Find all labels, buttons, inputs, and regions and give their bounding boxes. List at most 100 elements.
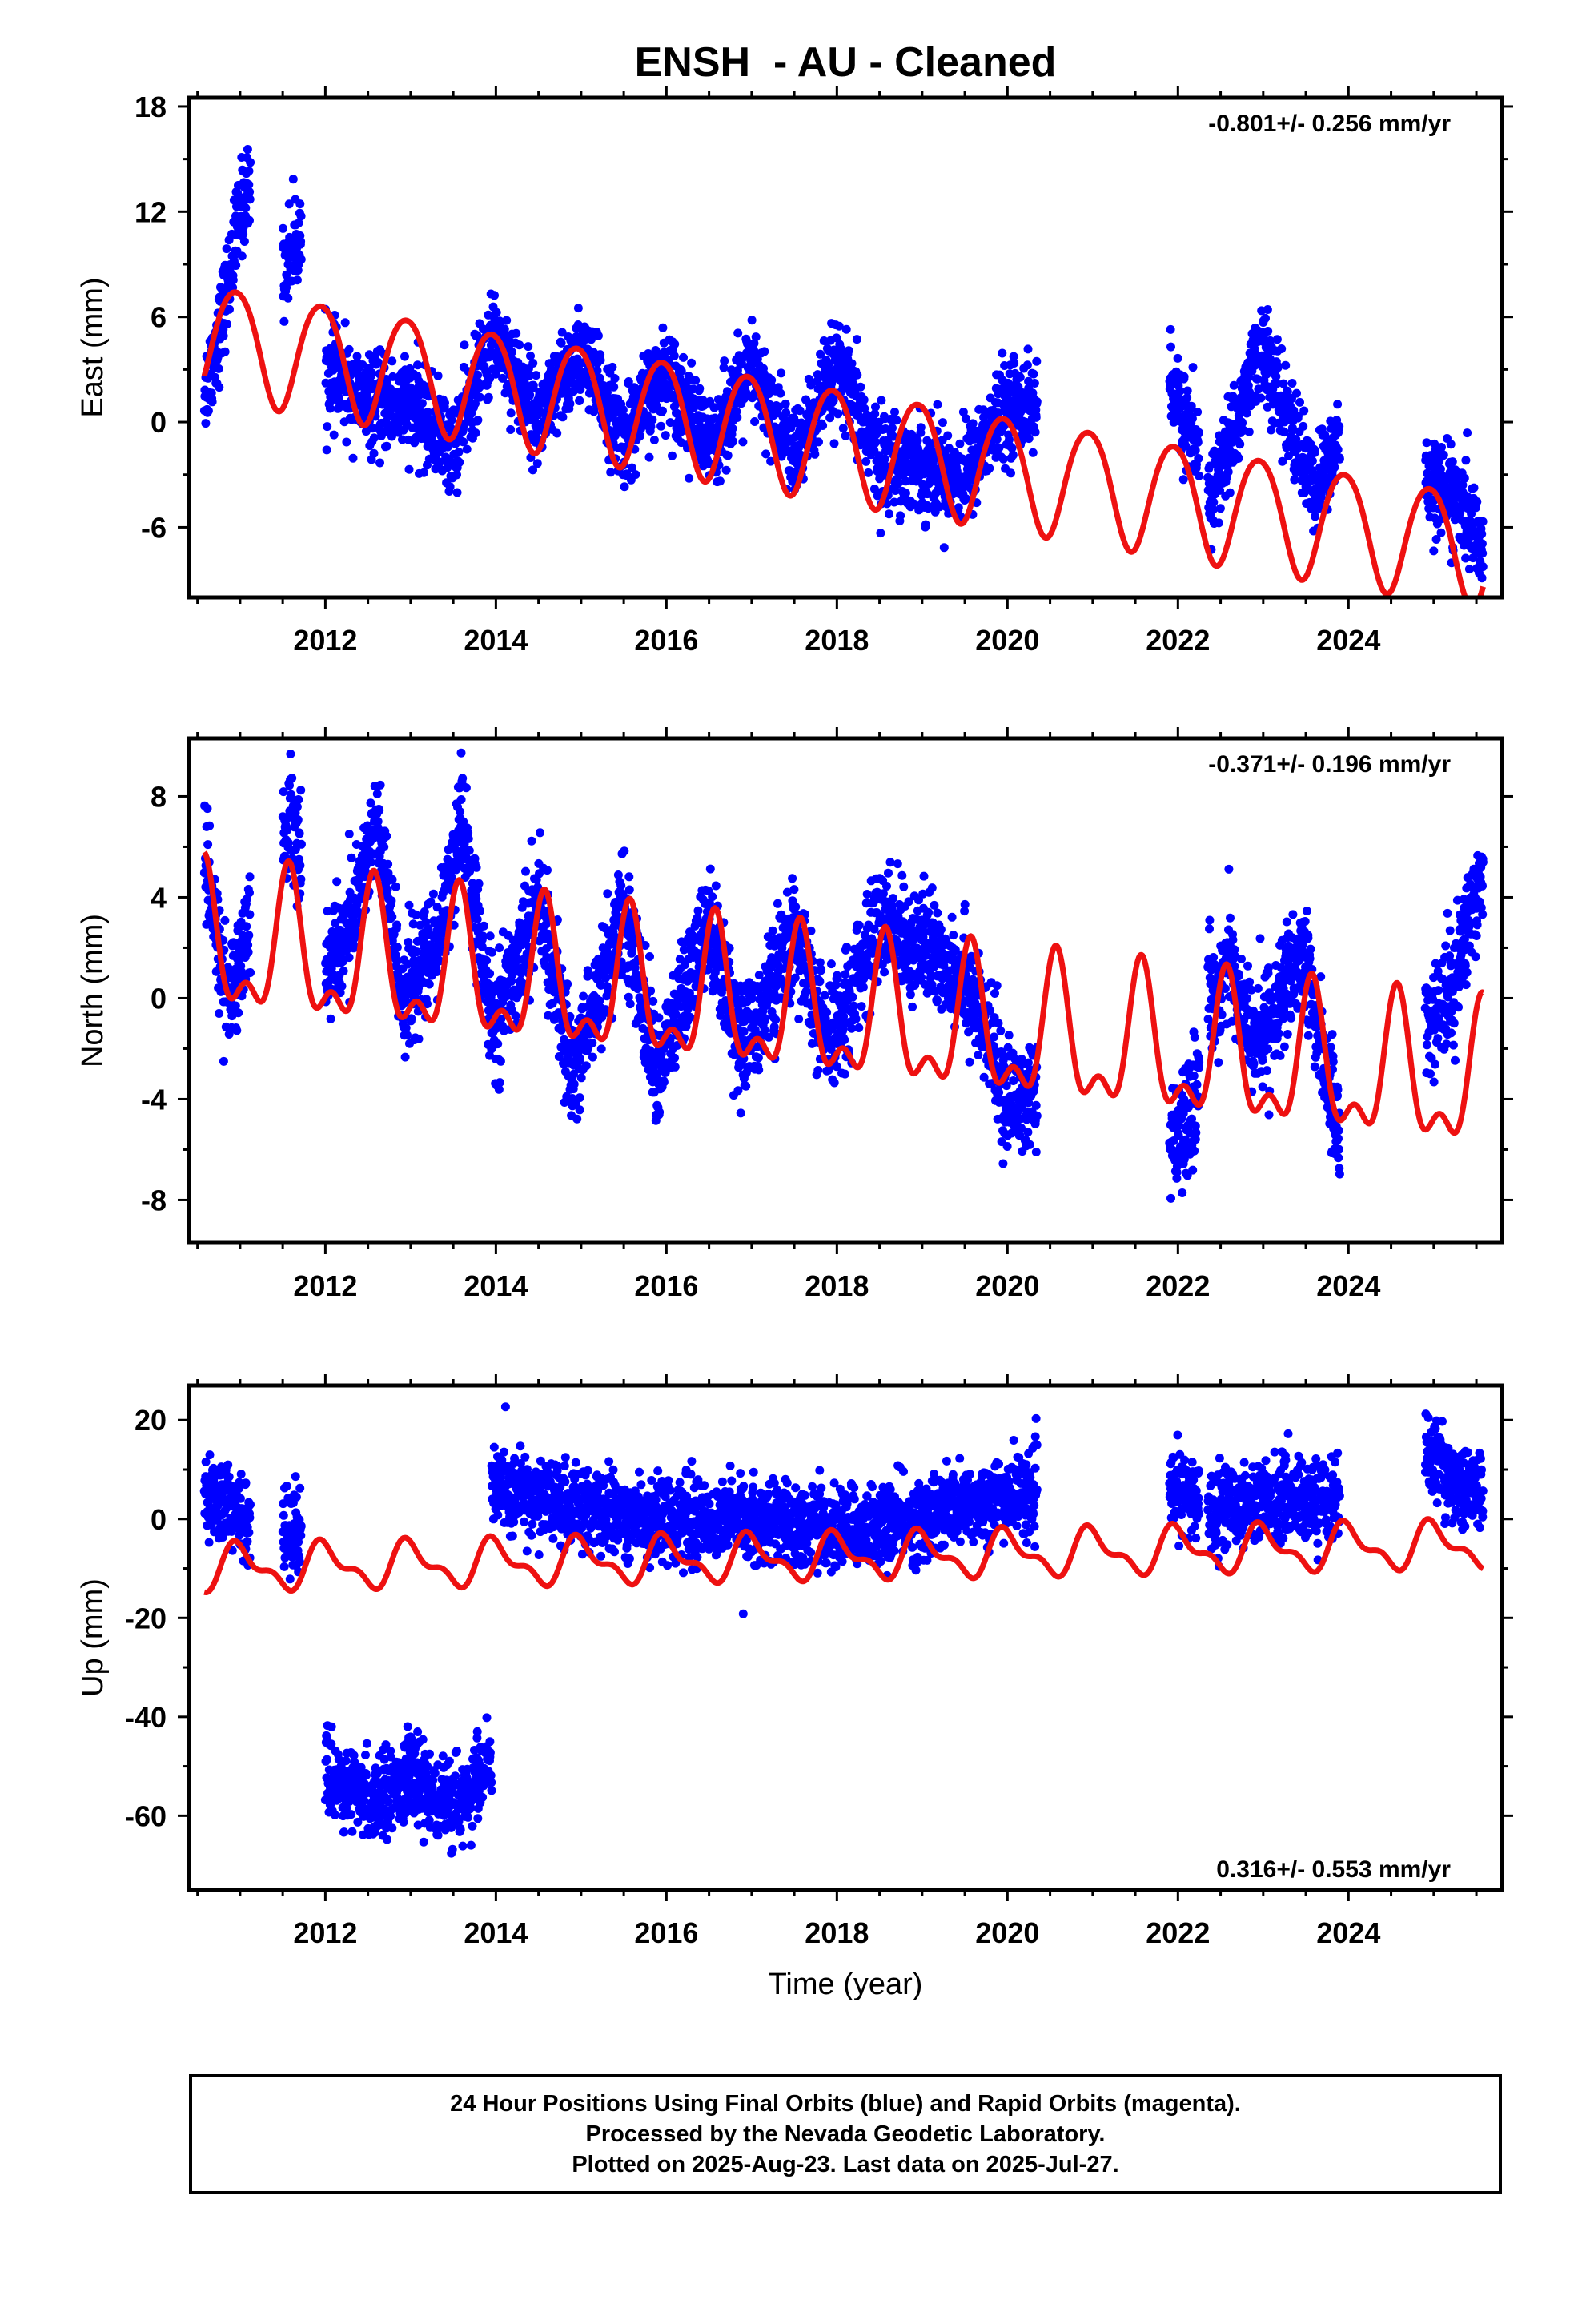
data-point: [786, 423, 796, 432]
data-point: [288, 175, 298, 184]
data-point: [985, 464, 994, 473]
data-point: [652, 1072, 661, 1082]
x-tick-label: 2018: [805, 624, 869, 657]
data-point: [344, 344, 354, 354]
data-point: [239, 229, 248, 239]
data-point: [391, 882, 400, 891]
data-point: [844, 346, 853, 356]
data-point: [482, 955, 492, 965]
data-point: [1030, 428, 1040, 437]
data-point: [1284, 451, 1293, 460]
data-point: [646, 422, 656, 432]
data-point: [293, 815, 303, 825]
data-point: [649, 436, 659, 444]
data-point: [557, 328, 567, 337]
data-point: [515, 340, 524, 350]
data-point: [1447, 457, 1457, 467]
data-point: [296, 255, 306, 264]
data-point: [246, 158, 255, 167]
data-point: [1214, 518, 1223, 528]
data-point: [494, 1084, 504, 1094]
data-point: [847, 359, 857, 368]
data-point: [1311, 512, 1320, 521]
data-point: [1195, 471, 1204, 480]
data-point: [1010, 359, 1019, 368]
data-point: [1009, 352, 1018, 361]
data-point: [1032, 397, 1042, 406]
data-point: [889, 497, 899, 507]
data-point: [569, 386, 579, 396]
data-point: [400, 352, 409, 361]
data-point: [921, 520, 930, 529]
data-point: [601, 395, 611, 404]
data-point: [1431, 535, 1441, 544]
data-point: [631, 470, 640, 480]
data-point: [670, 1062, 680, 1072]
data-point: [1173, 353, 1182, 363]
data-point: [818, 421, 828, 430]
data-point: [295, 829, 304, 838]
data-point: [495, 1078, 504, 1088]
data-point: [933, 400, 942, 409]
data-point: [728, 424, 737, 433]
data-point: [286, 750, 295, 758]
data-point: [1195, 428, 1203, 437]
data-point: [445, 482, 455, 492]
data-point: [369, 433, 379, 443]
data-point: [462, 444, 472, 454]
data-point: [500, 324, 509, 334]
data-point: [869, 485, 879, 493]
x-tick-label: 2020: [975, 624, 1039, 657]
data-point: [829, 439, 839, 448]
data-point: [1335, 421, 1344, 431]
data-point: [628, 946, 637, 955]
y-tick-label: 18: [135, 90, 167, 123]
x-tick-label: 2016: [634, 624, 698, 657]
data-point: [234, 1008, 243, 1018]
data-point: [379, 842, 389, 852]
data-point: [1194, 454, 1203, 463]
data-point: [1032, 356, 1042, 366]
data-point: [461, 783, 471, 793]
data-point: [403, 1031, 412, 1040]
data-point: [283, 826, 291, 835]
data-point: [1310, 448, 1319, 457]
data-point: [1182, 386, 1192, 396]
data-point: [496, 1056, 505, 1066]
data-point: [658, 323, 668, 332]
data-point: [603, 388, 612, 397]
data-point: [506, 425, 516, 434]
data-point: [543, 866, 552, 875]
data-point: [1175, 386, 1185, 396]
data-point: [880, 454, 889, 464]
data-point: [1464, 565, 1474, 574]
data-point: [342, 437, 351, 447]
data-point: [366, 798, 375, 808]
data-point: [245, 215, 254, 225]
data-point: [525, 371, 534, 380]
data-point: [645, 952, 654, 961]
data-point: [774, 402, 784, 412]
data-point: [1215, 485, 1225, 495]
data-point: [1238, 418, 1247, 428]
data-point: [456, 748, 466, 758]
data-point: [747, 316, 757, 325]
data-point: [877, 396, 886, 405]
data-point: [998, 348, 1007, 358]
data-point: [616, 881, 626, 891]
data-point: [841, 324, 851, 334]
data-point: [685, 473, 694, 483]
data-point: [296, 786, 306, 795]
data-point: [382, 831, 391, 841]
data-point: [819, 336, 829, 345]
data-point: [1029, 369, 1038, 379]
data-point: [443, 854, 452, 864]
data-point: [524, 342, 533, 352]
data-point: [1193, 408, 1203, 416]
data-point: [400, 1052, 410, 1062]
data-point: [563, 979, 572, 989]
data-point: [284, 199, 294, 209]
data-point: [508, 348, 516, 356]
data-point: [287, 774, 297, 783]
data-point: [733, 328, 743, 338]
